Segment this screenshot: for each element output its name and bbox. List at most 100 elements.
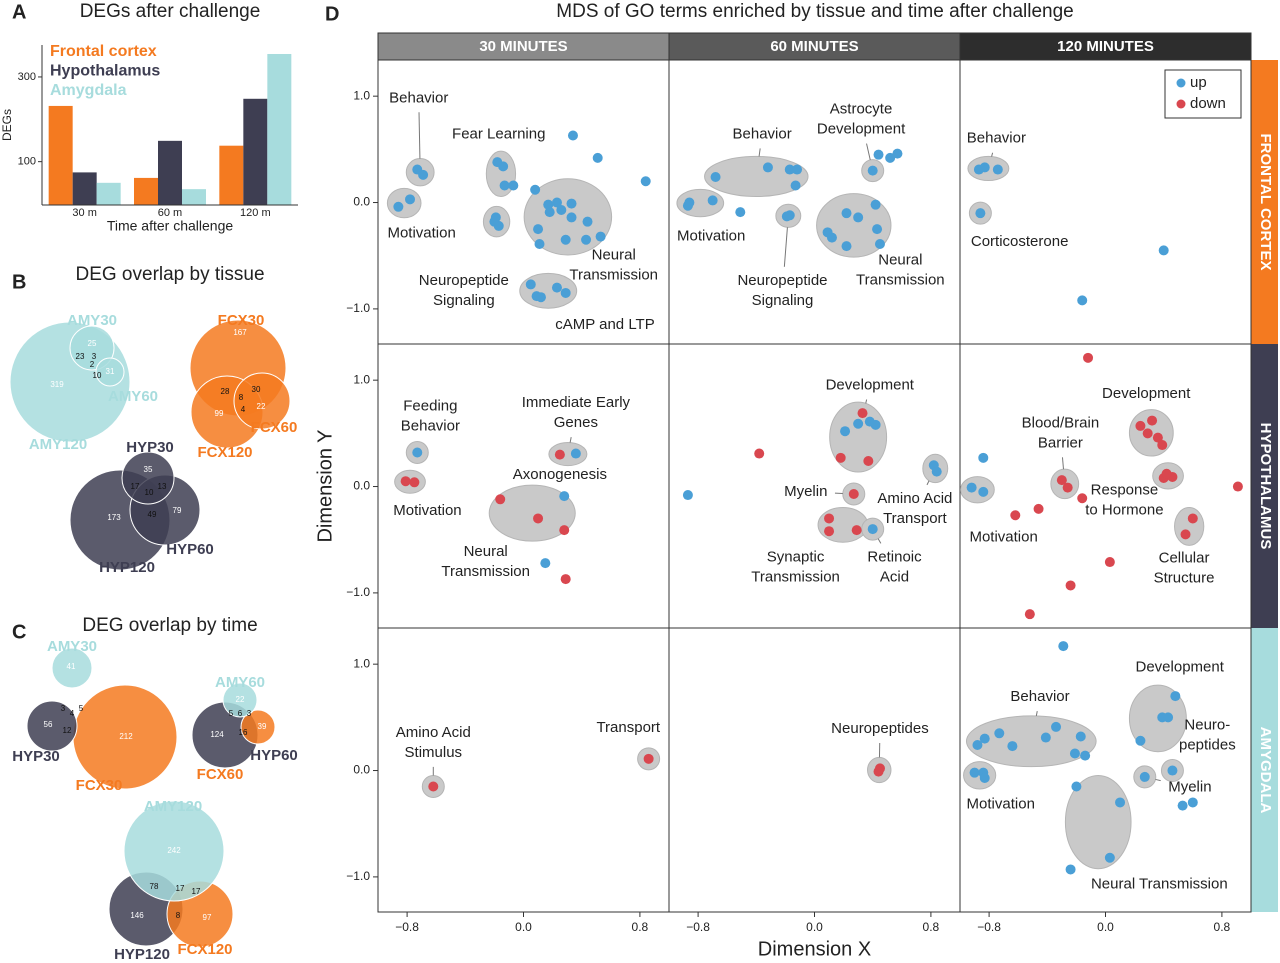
data-point: [566, 212, 577, 223]
venn-circle: [233, 372, 291, 430]
cluster-label: Amino Acid: [877, 490, 952, 507]
bar: [48, 105, 73, 205]
data-point: [784, 210, 795, 221]
venn-circle: [121, 451, 175, 505]
data-point: [790, 180, 801, 191]
data-point: [857, 408, 868, 419]
leader-line: [1035, 711, 1038, 717]
legend-label: up: [1190, 74, 1207, 91]
data-point: [835, 452, 846, 463]
data-point: [1187, 797, 1198, 808]
venn-count: 22: [257, 402, 266, 411]
data-point: [824, 513, 835, 524]
facet-panel: [377, 627, 670, 913]
data-point: [560, 287, 571, 298]
venn-count: 25: [88, 339, 97, 348]
cluster-label: Structure: [1154, 569, 1215, 586]
row-header: [1251, 60, 1278, 344]
data-point: [498, 161, 509, 172]
cluster-label: Transmission: [856, 272, 945, 289]
venn-count: 8: [239, 393, 244, 402]
data-point: [784, 164, 795, 175]
data-point: [1010, 510, 1021, 521]
cluster-label: Motivation: [393, 502, 461, 519]
x-tick-label: 120 m: [240, 207, 271, 219]
data-point: [533, 513, 544, 524]
venn-count: 5: [229, 709, 234, 718]
data-point: [762, 162, 773, 173]
row-header: [1251, 344, 1278, 628]
data-point: [1147, 415, 1158, 426]
bar: [96, 182, 121, 205]
x-tick-label: 0.8: [1214, 920, 1231, 934]
panel-letter: D: [325, 3, 339, 25]
chart-title: DEG overlap by tissue: [75, 264, 264, 285]
column-header: [668, 32, 961, 61]
cluster-label: Signaling: [433, 292, 495, 309]
cluster-label: Motivation: [969, 529, 1037, 546]
venn-count: 99: [215, 409, 224, 418]
x-tick-label: 0.0: [515, 920, 532, 934]
data-point: [560, 234, 571, 245]
venn-count: 3: [247, 709, 252, 718]
data-point: [873, 149, 884, 160]
bar: [134, 177, 158, 205]
cluster-label: Behavior: [1010, 688, 1069, 705]
data-point: [824, 526, 835, 537]
venn-set-label: AMY60: [215, 674, 265, 691]
leader-line: [866, 143, 871, 161]
cluster-label: Neuropeptides: [831, 720, 929, 737]
cluster-label: Motivation: [967, 796, 1035, 813]
data-point: [994, 728, 1005, 739]
row-header: [1251, 628, 1278, 912]
venn-count: 2: [90, 360, 95, 369]
cluster-label: Myelin: [1168, 779, 1211, 796]
y-tick-label: 0.0: [353, 763, 370, 777]
legend-label: down: [1190, 95, 1226, 112]
leader-line: [877, 538, 882, 544]
panel-letter: A: [12, 1, 26, 23]
venn-set-label: HYP30: [126, 439, 174, 456]
data-point: [1115, 797, 1126, 808]
data-point: [1077, 493, 1088, 504]
data-point: [540, 558, 551, 569]
leader-line: [569, 437, 572, 443]
venn-count: 6: [238, 709, 243, 718]
data-point: [885, 152, 896, 163]
cluster-blob: [488, 484, 576, 542]
x-tick-label: −0.8: [395, 920, 419, 934]
data-point: [710, 172, 721, 183]
bar: [219, 145, 244, 205]
data-point: [1058, 641, 1069, 652]
cluster-label: Axonogenesis: [513, 466, 607, 483]
venn-count: 35: [144, 465, 153, 474]
data-point: [873, 766, 884, 777]
cluster-blob: [704, 155, 809, 198]
cluster-label: Development: [1102, 385, 1191, 402]
data-point: [1187, 513, 1198, 524]
data-point: [543, 199, 554, 210]
data-point: [535, 292, 546, 303]
cluster-label: Genes: [554, 414, 598, 431]
data-point: [582, 216, 593, 227]
cluster-label: Stimulus: [405, 744, 463, 761]
data-point: [863, 456, 874, 467]
venn-count: 242: [167, 846, 181, 855]
cluster-label: Astrocyte: [830, 101, 893, 118]
venn-circle: [69, 325, 115, 371]
cluster-label: peptides: [1179, 736, 1236, 753]
data-point: [1007, 741, 1018, 752]
cluster-label: Behavior: [389, 89, 448, 106]
data-point: [508, 180, 519, 191]
venn-count: 30: [252, 385, 261, 394]
data-point: [1024, 609, 1035, 620]
facet-panel: [668, 343, 961, 629]
data-point: [1177, 800, 1188, 811]
data-point: [1071, 781, 1082, 792]
venn-count: 13: [158, 482, 167, 491]
data-point: [544, 207, 555, 218]
data-point: [1069, 748, 1080, 759]
cluster-label: Myelin: [784, 483, 827, 500]
cluster-blob: [386, 187, 422, 219]
venn-count: 3: [61, 704, 66, 713]
